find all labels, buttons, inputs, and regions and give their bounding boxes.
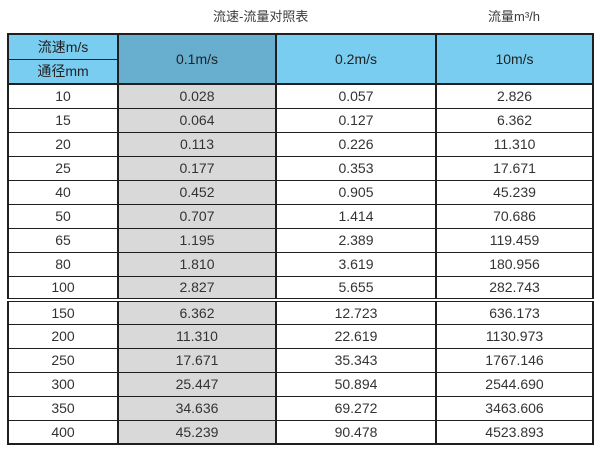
value-cell: 119.459 [435, 227, 594, 253]
value-cell: 45.239 [435, 179, 594, 205]
value-cell: 5.655 [275, 275, 437, 301]
header-row-top: 流速m/s 0.1m/s 0.2m/s 10m/s [7, 33, 594, 85]
table-row: 300 25.447 50.894 2544.690 [7, 371, 594, 397]
value-cell: 3463.606 [435, 395, 594, 421]
flow-rate-table: 流速m/s 0.1m/s 0.2m/s 10m/s 通径mm 10 0.028 0.… [7, 33, 594, 445]
diameter-cell: 250 [7, 347, 119, 373]
table-row: 65 1.195 2.389 119.459 [7, 227, 594, 253]
diameter-cell: 50 [7, 203, 119, 229]
value-cell: 12.723 [275, 298, 437, 325]
diameter-cell: 25 [7, 155, 119, 181]
column-header-10ms: 10m/s [435, 33, 594, 85]
value-cell: 0.057 [275, 83, 437, 109]
diameter-cell: 400 [7, 419, 119, 445]
value-cell: 0.707 [117, 203, 277, 229]
table-row: 10 0.028 0.057 2.826 [7, 83, 594, 109]
value-cell: 282.743 [435, 275, 594, 301]
value-cell: 90.478 [275, 419, 437, 445]
value-cell: 22.619 [275, 323, 437, 349]
table-row: 100 2.827 5.655 282.743 [7, 275, 594, 301]
value-cell: 11.310 [117, 323, 277, 349]
value-cell: 0.905 [275, 179, 437, 205]
table-title: 流速-流量对照表 [213, 9, 309, 24]
value-cell: 34.636 [117, 395, 277, 421]
value-cell: 17.671 [117, 347, 277, 373]
table-row: 40 0.452 0.905 45.239 [7, 179, 594, 205]
value-cell: 0.226 [275, 131, 437, 157]
value-cell: 0.452 [117, 179, 277, 205]
value-cell: 50.894 [275, 371, 437, 397]
value-cell: 6.362 [117, 298, 277, 325]
value-cell: 0.177 [117, 155, 277, 181]
value-cell: 4523.893 [435, 419, 594, 445]
value-cell: 45.239 [117, 419, 277, 445]
diameter-cell: 10 [7, 83, 119, 109]
diameter-cell: 65 [7, 227, 119, 253]
value-cell: 70.686 [435, 203, 594, 229]
column-header-0-1ms: 0.1m/s [117, 33, 277, 85]
value-cell: 0.127 [275, 107, 437, 133]
diameter-cell: 15 [7, 107, 119, 133]
value-cell: 2.827 [117, 275, 277, 301]
value-cell: 2544.690 [435, 371, 594, 397]
value-cell: 2.389 [275, 227, 437, 253]
value-cell: 11.310 [435, 131, 594, 157]
diameter-cell: 150 [7, 298, 119, 325]
value-cell: 0.113 [117, 131, 277, 157]
value-cell: 2.826 [435, 83, 594, 109]
diameter-cell: 350 [7, 395, 119, 421]
value-cell: 1130.973 [435, 323, 594, 349]
value-cell: 69.272 [275, 395, 437, 421]
table-row: 250 17.671 35.343 1767.146 [7, 347, 594, 373]
value-cell: 636.173 [435, 298, 594, 325]
table-row: 20 0.113 0.226 11.310 [7, 131, 594, 157]
corner-diameter-label: 通径mm [7, 58, 119, 85]
table-row: 200 11.310 22.619 1130.973 [7, 323, 594, 349]
value-cell: 1.810 [117, 251, 277, 277]
header-row-bottom: 通径mm [7, 58, 593, 85]
value-cell: 6.362 [435, 107, 594, 133]
table-row: 400 45.239 90.478 4523.893 [7, 419, 594, 445]
table-row: 15 0.064 0.127 6.362 [7, 107, 594, 133]
value-cell: 35.343 [275, 347, 437, 373]
column-header-0-2ms: 0.2m/s [275, 33, 437, 85]
diameter-cell: 100 [7, 275, 119, 301]
value-cell: 0.064 [117, 107, 277, 133]
table-row: 80 1.810 3.619 180.956 [7, 251, 594, 277]
value-cell: 0.028 [117, 83, 277, 109]
value-cell: 0.353 [275, 155, 437, 181]
value-cell: 17.671 [435, 155, 594, 181]
table-row: 50 0.707 1.414 70.686 [7, 203, 594, 229]
value-cell: 180.956 [435, 251, 594, 277]
flow-unit-label: 流量m³/h [488, 9, 541, 24]
value-cell: 25.447 [117, 371, 277, 397]
diameter-cell: 80 [7, 251, 119, 277]
table-row: 350 34.636 69.272 3463.606 [7, 395, 594, 421]
table-row: 150 6.362 12.723 636.173 [7, 298, 594, 325]
value-cell: 1767.146 [435, 347, 594, 373]
diameter-cell: 300 [7, 371, 119, 397]
value-cell: 1.414 [275, 203, 437, 229]
value-cell: 1.195 [117, 227, 277, 253]
diameter-cell: 200 [7, 323, 119, 349]
corner-velocity-label: 流速m/s [7, 33, 119, 60]
diameter-cell: 20 [7, 131, 119, 157]
table-body: 10 0.028 0.057 2.826 15 0.064 0.127 6.362 20 0.11… [7, 83, 594, 445]
value-cell: 3.619 [275, 251, 437, 277]
table-row: 25 0.177 0.353 17.671 [7, 155, 594, 181]
diameter-cell: 40 [7, 179, 119, 205]
